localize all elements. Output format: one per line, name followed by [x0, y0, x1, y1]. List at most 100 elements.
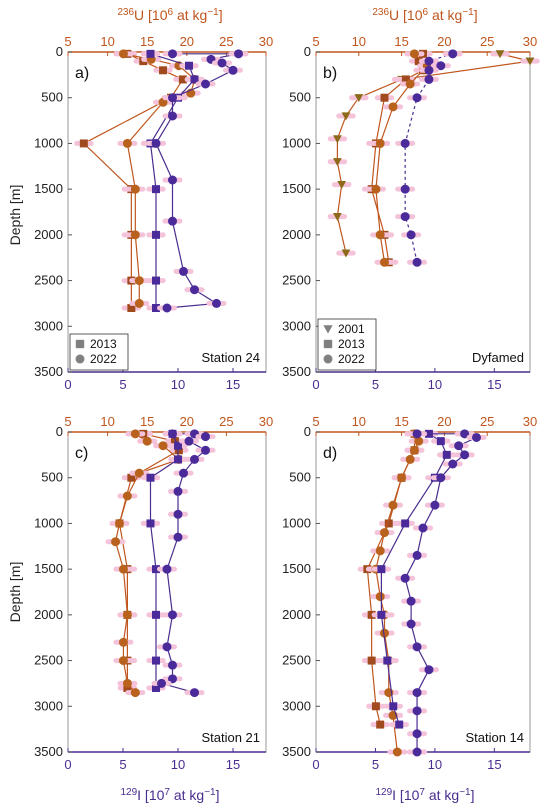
y-tick-label: 2000 [282, 227, 311, 242]
y-tick-label: 1500 [282, 181, 311, 196]
data-point-i129-2022 [157, 678, 166, 688]
data-point-u236-2022 [130, 230, 140, 240]
top-tick-label: 25 [480, 34, 494, 49]
data-point-i129-2022 [168, 93, 177, 103]
data-point-i129-2022 [406, 619, 416, 629]
data-point-i129-2022 [168, 111, 177, 121]
data-point-u236-2022 [111, 537, 121, 547]
bottom-tick-label: 0 [312, 377, 319, 392]
data-point-i129-2022 [412, 729, 422, 739]
data-point-i129-2022 [436, 61, 446, 71]
top-tick-label: 20 [180, 34, 194, 49]
bottom-tick-label: 0 [64, 757, 71, 772]
data-point-i129-2022 [424, 56, 434, 66]
legend-marker-2022 [75, 354, 85, 364]
data-point-i129-2022 [162, 642, 172, 652]
data-point-i129-2022 [460, 429, 470, 439]
data-point-i129-2013 [152, 185, 160, 194]
data-point-i129-2013 [389, 702, 398, 711]
data-point-u236-2013 [127, 304, 136, 312]
bottom-tick-label: 15 [487, 757, 501, 772]
top-tick-label: 30 [523, 414, 537, 429]
y-tick-label: 1500 [34, 561, 63, 576]
data-point-i129-2022 [406, 596, 416, 606]
y-tick-label: 0 [56, 44, 63, 59]
data-point-i129-2022 [168, 49, 177, 59]
station-label: Dyfamed [472, 350, 524, 365]
top-tick-label: 30 [259, 34, 273, 49]
data-point-u236-2022 [375, 138, 385, 148]
data-point-u236-2013 [79, 139, 88, 148]
data-point-i129-2022 [173, 486, 183, 496]
data-point-i129-2022 [400, 573, 410, 583]
bottom-tick-label: 5 [119, 377, 126, 392]
data-point-i129-2022 [168, 175, 177, 185]
y-tick-label: 0 [304, 424, 311, 439]
bottom-tick-label: 15 [226, 757, 240, 772]
top-tick-label: 15 [140, 34, 154, 49]
y-tick-label: 0 [304, 44, 311, 59]
y-tick-label: 1000 [34, 515, 63, 530]
data-point-u236-2022 [134, 468, 144, 478]
data-point-u236-2001 [333, 212, 342, 221]
data-point-u236-2022 [130, 688, 140, 698]
y-tick-label: 500 [289, 90, 311, 105]
data-point-u236-2022 [397, 473, 407, 483]
top-tick-label: 30 [259, 414, 273, 429]
data-point-i129-2013 [442, 450, 451, 459]
data-point-i129-2013 [377, 565, 386, 574]
bottom-tick-label: 15 [487, 377, 501, 392]
data-point-i129-2013 [152, 276, 160, 285]
top-tick-label: 10 [352, 414, 366, 429]
data-point-u236-2022 [122, 491, 132, 501]
bottom-axis-title-left: 129I [107 at kg−1] [120, 787, 219, 803]
data-point-i129-2013 [174, 441, 182, 450]
data-point-u236-2022 [122, 610, 132, 620]
y-tick-label: 3500 [282, 364, 311, 379]
top-tick-label: 5 [64, 414, 71, 429]
y-tick-label: 3000 [34, 698, 63, 713]
data-point-u236-2022 [122, 138, 132, 148]
bottom-tick-label: 10 [171, 377, 185, 392]
y-tick-label: 2500 [282, 653, 311, 668]
data-point-u236-2022 [379, 257, 389, 267]
top-tick-label: 10 [100, 414, 114, 429]
data-point-i129-2013 [146, 473, 155, 482]
data-point-u236-2001 [341, 249, 351, 258]
y-tick-label: 500 [41, 470, 63, 485]
data-point-i129-2022 [418, 523, 428, 533]
panel-letter: a) [75, 65, 89, 82]
legend-label-2022: 2022 [338, 352, 365, 366]
data-point-i129-2022 [412, 706, 422, 716]
plot-frame [67, 431, 267, 753]
data-point-i129-2022 [201, 432, 210, 442]
panel-letter: c) [75, 445, 88, 462]
data-point-i129-2022 [228, 65, 238, 75]
top-tick-label: 10 [100, 34, 114, 49]
data-point-u236-2022 [118, 656, 128, 666]
data-point-i129-2022 [168, 429, 177, 439]
legend-marker-2013 [323, 339, 333, 349]
top-tick-label: 15 [140, 414, 154, 429]
data-point-i129-2022 [412, 642, 422, 652]
data-point-u236-2013 [127, 473, 136, 482]
data-point-i129-2022 [430, 500, 440, 510]
y-tick-label: 3500 [282, 744, 311, 759]
data-point-u236-2022 [118, 564, 128, 574]
data-point-i129-2013 [146, 519, 155, 528]
data-point-i129-2022 [162, 303, 172, 313]
data-point-i129-2022 [454, 441, 464, 451]
data-point-i129-2022 [424, 665, 434, 675]
top-tick-label: 10 [352, 34, 366, 49]
top-tick-label: 20 [180, 414, 194, 429]
y-tick-label: 3500 [34, 364, 63, 379]
data-point-i129-2022 [400, 212, 410, 222]
data-point-i129-2013 [152, 610, 160, 619]
series-line-u236-2001 [336, 53, 531, 254]
data-point-i129-2022 [201, 445, 210, 455]
data-point-u236-2022 [379, 628, 389, 638]
y-tick-label: 1500 [34, 181, 63, 196]
top-tick-label: 15 [394, 34, 408, 49]
data-point-i129-2022 [412, 429, 422, 439]
top-tick-label: 5 [312, 34, 319, 49]
